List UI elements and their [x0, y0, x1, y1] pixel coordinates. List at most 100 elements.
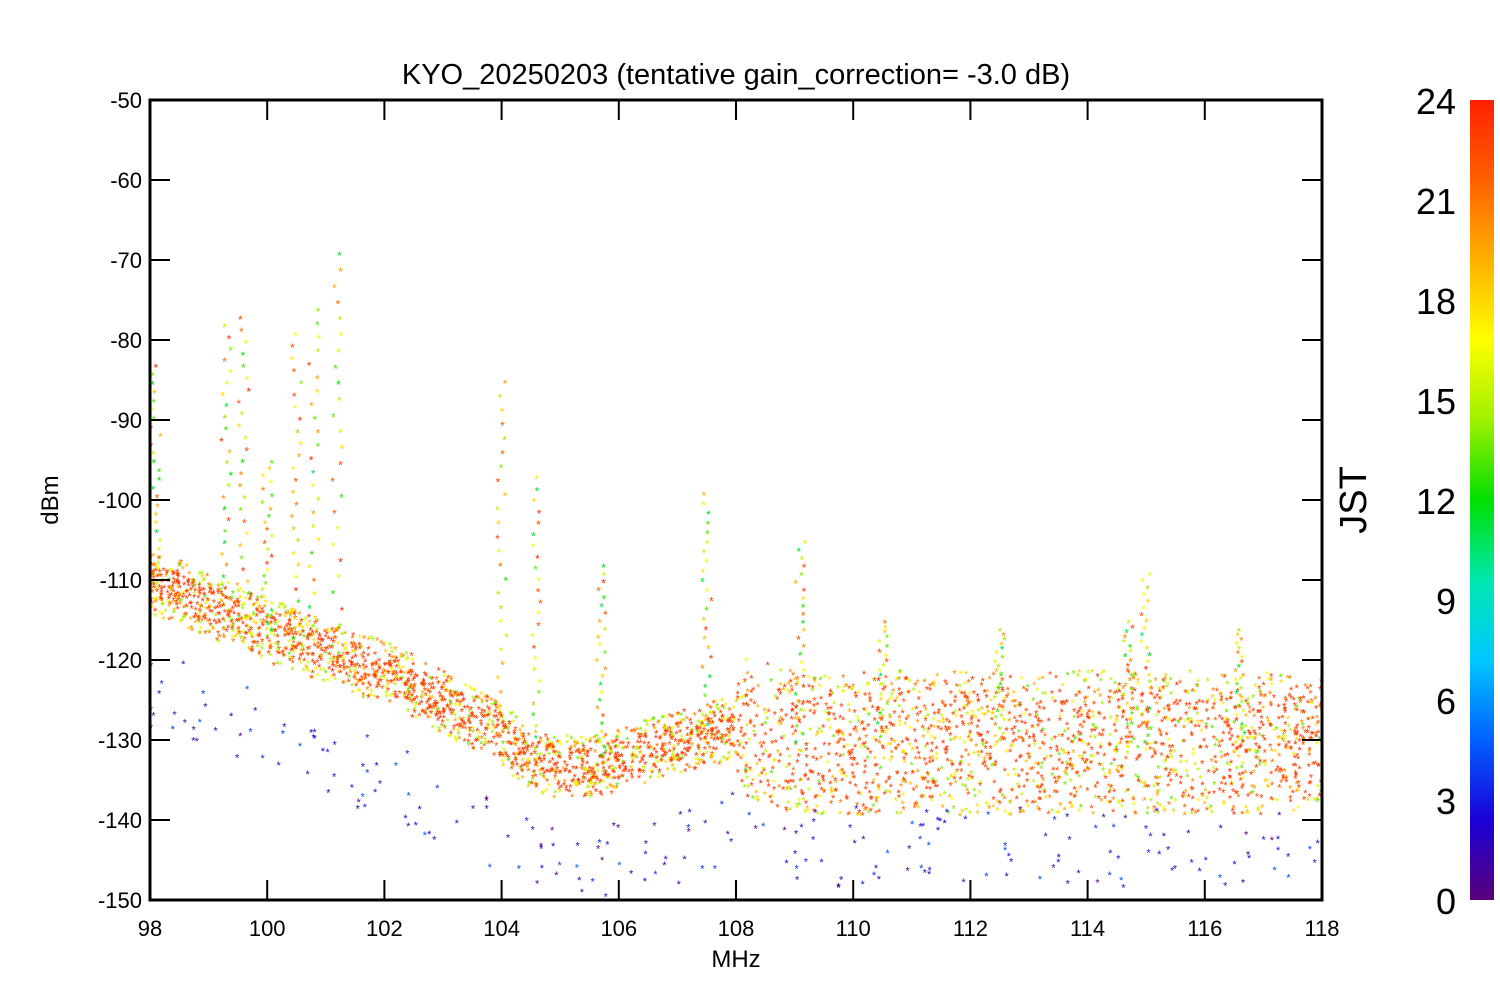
svg-text:*: * [1178, 758, 1183, 770]
svg-text:*: * [1209, 803, 1214, 815]
svg-text:*: * [1118, 739, 1123, 751]
svg-text:*: * [1303, 682, 1308, 694]
svg-text:*: * [625, 743, 630, 755]
svg-text:*: * [498, 750, 503, 762]
svg-text:*: * [934, 755, 939, 767]
svg-text:*: * [448, 707, 453, 719]
svg-text:*: * [514, 751, 519, 763]
svg-text:*: * [604, 747, 609, 759]
svg-text:*: * [1097, 761, 1102, 773]
svg-text:*: * [539, 844, 544, 856]
svg-text:*: * [701, 758, 706, 770]
svg-text:*: * [1165, 682, 1170, 694]
svg-text:*: * [660, 756, 665, 768]
svg-text:*: * [1083, 702, 1088, 714]
svg-text:*: * [518, 748, 523, 760]
svg-text:*: * [546, 767, 551, 779]
svg-text:*: * [457, 734, 462, 746]
svg-text:*: * [710, 727, 715, 739]
svg-text:*: * [509, 740, 514, 752]
svg-text:*: * [1190, 731, 1195, 743]
svg-text:*: * [614, 757, 619, 769]
svg-text:*: * [966, 721, 971, 733]
svg-text:*: * [1106, 782, 1111, 794]
svg-text:*: * [190, 579, 195, 591]
svg-text:*: * [935, 671, 940, 683]
svg-text:*: * [350, 783, 355, 795]
svg-text:*: * [587, 783, 592, 795]
svg-text:*: * [820, 810, 825, 822]
svg-text:*: * [785, 686, 790, 698]
svg-text:*: * [795, 673, 800, 687]
svg-text:*: * [668, 731, 673, 743]
svg-text:*: * [898, 668, 903, 680]
svg-text:*: * [531, 775, 536, 787]
svg-text:*: * [245, 684, 250, 696]
svg-text:*: * [552, 793, 557, 805]
svg-text:*: * [1157, 726, 1162, 738]
svg-text:*: * [1311, 714, 1316, 726]
svg-text:*: * [897, 686, 902, 698]
svg-text:*: * [1040, 759, 1045, 771]
svg-text:*: * [784, 712, 789, 724]
svg-text:*: * [799, 729, 804, 741]
svg-text:*: * [245, 528, 250, 542]
svg-text:*: * [887, 774, 892, 786]
x-tick-label: 110 [836, 916, 871, 941]
svg-text:*: * [282, 605, 287, 617]
svg-text:*: * [1066, 879, 1071, 891]
svg-text:*: * [1100, 669, 1105, 681]
svg-text:*: * [779, 714, 784, 726]
svg-text:*: * [1108, 770, 1113, 782]
svg-text:*: * [1008, 798, 1013, 810]
svg-text:*: * [1286, 873, 1291, 885]
svg-text:*: * [754, 796, 759, 808]
svg-text:*: * [925, 784, 930, 796]
svg-text:*: * [762, 706, 767, 718]
svg-text:*: * [795, 800, 800, 812]
svg-text:*: * [987, 804, 992, 816]
svg-text:*: * [613, 743, 618, 755]
svg-text:*: * [340, 604, 345, 618]
svg-text:*: * [1018, 702, 1023, 714]
svg-text:*: * [1065, 811, 1070, 823]
svg-text:*: * [1239, 723, 1244, 735]
svg-text:*: * [720, 717, 725, 729]
svg-text:*: * [1141, 719, 1146, 731]
svg-text:*: * [703, 818, 708, 830]
svg-text:*: * [546, 744, 551, 756]
svg-text:*: * [429, 704, 434, 716]
peak-column: ************************** [330, 249, 345, 666]
svg-text:*: * [247, 644, 252, 656]
svg-text:*: * [967, 751, 972, 763]
colorbar-tick-label: 6 [1436, 681, 1456, 722]
svg-text:*: * [788, 667, 793, 679]
svg-text:*: * [840, 729, 845, 741]
svg-text:*: * [530, 779, 535, 791]
svg-text:*: * [759, 778, 764, 790]
colorbar [1470, 100, 1494, 900]
svg-text:*: * [536, 619, 541, 633]
svg-text:*: * [1041, 725, 1046, 737]
svg-text:*: * [379, 638, 384, 650]
svg-text:*: * [582, 792, 587, 804]
svg-text:*: * [248, 645, 253, 657]
svg-text:*: * [253, 706, 258, 718]
svg-text:*: * [503, 490, 508, 504]
svg-text:*: * [1120, 797, 1125, 809]
svg-text:*: * [614, 753, 619, 765]
svg-text:*: * [270, 531, 275, 545]
svg-text:*: * [1121, 683, 1126, 695]
svg-text:*: * [1066, 760, 1071, 772]
svg-text:*: * [506, 753, 511, 765]
svg-text:*: * [1053, 698, 1058, 710]
svg-text:*: * [819, 754, 824, 766]
svg-text:*: * [1032, 741, 1037, 753]
svg-text:*: * [1254, 749, 1259, 761]
svg-text:*: * [548, 742, 553, 754]
svg-text:*: * [1107, 698, 1112, 710]
svg-text:*: * [590, 791, 595, 803]
svg-text:*: * [638, 725, 643, 737]
svg-text:*: * [943, 724, 948, 736]
svg-text:*: * [923, 716, 928, 728]
